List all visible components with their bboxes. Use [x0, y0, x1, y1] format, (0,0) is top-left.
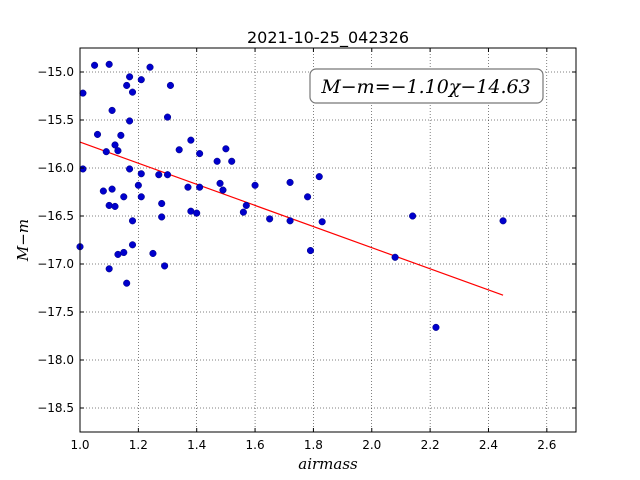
data-point	[286, 217, 294, 225]
data-point	[149, 249, 157, 257]
x-tick-label: 1.0	[70, 438, 89, 452]
data-point	[187, 136, 195, 144]
data-point	[105, 60, 113, 68]
data-point	[163, 171, 172, 179]
x-axis: 1.0 1.2 1.4 1.6 1.8 2.0 2.2 2.4 2.6	[70, 48, 556, 452]
plot-frame	[79, 47, 577, 433]
data-point	[432, 323, 440, 331]
fit-annotation: M−m=−1.10χ−14.63	[320, 76, 530, 98]
data-point	[123, 81, 131, 89]
data-point	[102, 148, 110, 156]
data-point	[196, 150, 204, 158]
data-point	[222, 145, 230, 153]
data-point	[146, 63, 154, 71]
y-tick-label: −17.0	[37, 257, 74, 271]
points-layer	[76, 60, 507, 331]
data-point	[137, 193, 145, 201]
data-point	[409, 212, 417, 220]
data-point	[266, 215, 274, 223]
data-point	[163, 113, 172, 121]
x-tick-label: 1.4	[187, 438, 206, 452]
data-point	[228, 157, 236, 165]
x-tick-label: 2.4	[479, 438, 498, 452]
data-point	[196, 183, 204, 191]
data-point	[120, 193, 128, 201]
plot-area	[80, 48, 576, 432]
x-axis-label: airmass	[298, 455, 358, 473]
data-point	[499, 217, 507, 225]
data-point	[79, 89, 87, 97]
y-tick-label: −18.0	[37, 353, 74, 367]
data-point	[99, 187, 107, 195]
data-point	[286, 178, 294, 186]
x-tick-label: 2.6	[537, 438, 556, 452]
y-axis-label: M−m	[14, 219, 32, 262]
data-point	[105, 265, 113, 273]
data-point	[134, 181, 142, 189]
data-point	[184, 183, 192, 191]
data-point	[128, 88, 137, 96]
data-point	[391, 253, 399, 261]
data-point	[108, 185, 116, 193]
data-point	[155, 171, 163, 179]
data-point	[108, 106, 116, 114]
data-point	[306, 247, 315, 255]
y-tick-label: −16.5	[37, 209, 74, 223]
data-point	[219, 186, 227, 194]
y-tick-label: −17.5	[37, 305, 74, 319]
data-point	[315, 173, 323, 181]
y-tick-label: −15.5	[37, 113, 74, 127]
data-point	[158, 213, 166, 221]
data-point	[114, 147, 122, 155]
data-point	[175, 146, 183, 154]
data-point	[105, 201, 113, 209]
data-point	[126, 165, 134, 173]
y-tick-label: −16.0	[37, 161, 74, 175]
data-point	[126, 117, 134, 125]
data-point	[93, 130, 102, 138]
x-tick-label: 1.6	[246, 438, 265, 452]
data-point	[91, 61, 99, 69]
chart-title: 2021-10-25_042326	[247, 28, 409, 48]
data-point	[193, 209, 201, 217]
y-axis: −15.0 −15.5 −16.0 −16.5 −17.0 −17.5 −18.0 −18.5	[37, 65, 576, 415]
data-point	[128, 241, 137, 249]
x-tick-label: 2.0	[362, 438, 381, 452]
fit-annotation-box	[309, 68, 544, 104]
data-point	[120, 248, 128, 257]
data-point	[158, 199, 166, 208]
data-point	[137, 170, 145, 178]
y-tick-label: −18.5	[37, 401, 74, 415]
data-point	[251, 181, 259, 189]
x-tick-label: 2.2	[421, 438, 440, 452]
data-point	[117, 131, 125, 139]
data-point	[128, 217, 137, 225]
data-point	[137, 76, 145, 84]
data-point	[161, 262, 169, 270]
y-tick-label: −15.0	[37, 65, 74, 79]
data-point	[123, 279, 131, 287]
data-point	[79, 165, 87, 173]
data-point	[304, 193, 312, 201]
data-point	[126, 73, 134, 81]
data-point	[242, 201, 250, 209]
x-tick-label: 1.2	[129, 438, 148, 452]
data-point	[213, 157, 221, 165]
data-point	[166, 81, 174, 89]
data-point	[318, 218, 326, 226]
data-point	[111, 202, 119, 210]
x-tick-label: 1.8	[304, 438, 323, 452]
data-point	[239, 208, 247, 216]
data-point	[216, 179, 224, 187]
data-point	[111, 141, 119, 149]
